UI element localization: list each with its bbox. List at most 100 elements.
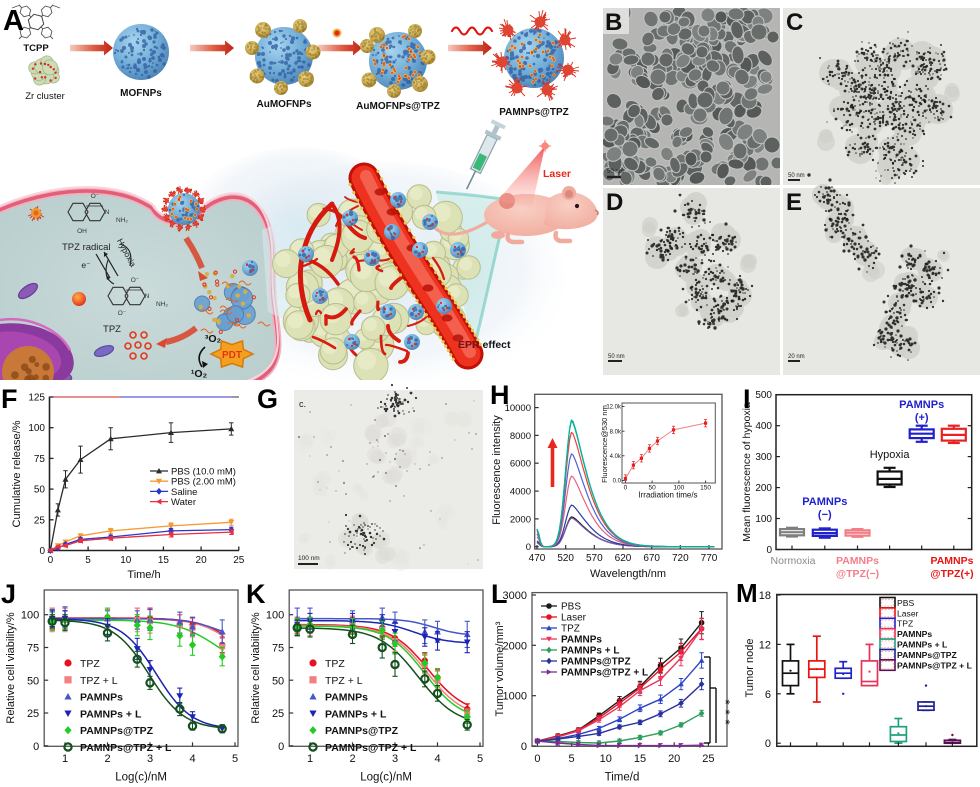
svg-text:e⁻: e⁻ bbox=[81, 260, 91, 270]
svg-text:0: 0 bbox=[39, 546, 45, 557]
svg-text:TPZ: TPZ bbox=[897, 619, 913, 629]
svg-text:PAMNPs: PAMNPs bbox=[897, 629, 932, 639]
svg-text:50: 50 bbox=[272, 675, 284, 687]
svg-text:0: 0 bbox=[534, 753, 540, 765]
svg-text:6: 6 bbox=[765, 689, 771, 701]
svg-text:PAMNPs + L: PAMNPs + L bbox=[897, 640, 947, 650]
svg-text:0: 0 bbox=[765, 738, 771, 750]
svg-text:PAMNPs: PAMNPs bbox=[561, 635, 602, 646]
svg-text:AuMOFNPs@TPZ: AuMOFNPs@TPZ bbox=[356, 101, 440, 112]
svg-text:0: 0 bbox=[521, 741, 527, 753]
svg-text:8.0k: 8.0k bbox=[610, 429, 622, 435]
svg-text:25: 25 bbox=[233, 555, 245, 566]
svg-text:20: 20 bbox=[196, 555, 208, 566]
svg-text:O⁻: O⁻ bbox=[131, 277, 140, 284]
svg-text:Normoxia: Normoxia bbox=[771, 555, 816, 567]
svg-text:500: 500 bbox=[755, 390, 772, 401]
svg-text:Time/h: Time/h bbox=[127, 569, 160, 581]
svg-text:PAMNPs@TPZ: PAMNPs@TPZ bbox=[897, 650, 957, 660]
svg-text:PAMNPs: PAMNPs bbox=[80, 692, 123, 704]
svg-text:25: 25 bbox=[272, 708, 284, 720]
svg-text:125: 125 bbox=[28, 393, 45, 404]
svg-text:PAMNPs: PAMNPs bbox=[899, 399, 944, 411]
svg-text:Log(c)/nM: Log(c)/nM bbox=[115, 772, 167, 784]
svg-text:PAMNPs@TPZ + L: PAMNPs@TPZ + L bbox=[561, 668, 648, 679]
svg-text:1000: 1000 bbox=[503, 691, 527, 703]
svg-text:Irradiation time/s: Irradiation time/s bbox=[638, 491, 697, 500]
svg-text:K: K bbox=[246, 579, 266, 609]
svg-text:2000: 2000 bbox=[510, 514, 531, 525]
svg-text:TCPP: TCPP bbox=[23, 43, 49, 54]
svg-text:PAMNPs + L: PAMNPs + L bbox=[80, 708, 142, 720]
svg-text:PAMNPs: PAMNPs bbox=[802, 496, 847, 508]
svg-text:PAMNPs: PAMNPs bbox=[931, 555, 974, 567]
svg-text:Tumor volume/mm³: Tumor volume/mm³ bbox=[494, 621, 506, 716]
svg-text:470: 470 bbox=[529, 553, 546, 564]
svg-text:PAMNPs: PAMNPs bbox=[836, 555, 879, 567]
svg-text:400: 400 bbox=[755, 421, 772, 432]
svg-text:F: F bbox=[1, 384, 18, 414]
svg-text:Relative cell viability/%: Relative cell viability/% bbox=[5, 612, 17, 723]
svg-text:2000: 2000 bbox=[503, 640, 527, 652]
svg-text:0: 0 bbox=[33, 741, 39, 753]
svg-text:0: 0 bbox=[526, 542, 531, 553]
svg-text:570: 570 bbox=[586, 553, 603, 564]
svg-text:6000: 6000 bbox=[510, 459, 531, 470]
svg-text:670: 670 bbox=[643, 553, 660, 564]
svg-text:G: G bbox=[257, 384, 278, 414]
svg-text:PAMNPs + L: PAMNPs + L bbox=[325, 708, 387, 720]
svg-text:@TPZ(−): @TPZ(−) bbox=[836, 568, 879, 580]
svg-text:4: 4 bbox=[189, 753, 195, 765]
svg-text:*: * bbox=[718, 709, 733, 714]
svg-text:PBS: PBS bbox=[897, 598, 914, 608]
svg-text:25: 25 bbox=[27, 708, 39, 720]
svg-text:300: 300 bbox=[755, 452, 772, 463]
svg-text:TPZ: TPZ bbox=[561, 624, 580, 635]
svg-text:1: 1 bbox=[307, 753, 313, 765]
svg-text:*: * bbox=[718, 719, 733, 724]
svg-text:PAMNPs@TPZ: PAMNPs@TPZ bbox=[80, 725, 154, 737]
svg-text:Cumulative release/%: Cumulative release/% bbox=[11, 420, 23, 527]
svg-text:25: 25 bbox=[34, 515, 46, 526]
svg-text:TPZ + L: TPZ + L bbox=[80, 675, 118, 687]
svg-text:75: 75 bbox=[27, 642, 39, 654]
svg-text:12: 12 bbox=[759, 639, 771, 651]
svg-text:M: M bbox=[736, 578, 758, 608]
svg-text:L: L bbox=[491, 579, 508, 609]
svg-text:Laser: Laser bbox=[897, 608, 919, 618]
svg-text:100: 100 bbox=[28, 423, 45, 434]
svg-text:770: 770 bbox=[701, 553, 718, 564]
svg-text:5: 5 bbox=[85, 555, 91, 566]
svg-text:PBS: PBS bbox=[561, 602, 581, 613]
svg-text:4: 4 bbox=[434, 753, 440, 765]
svg-text:*: * bbox=[718, 699, 733, 704]
svg-text:100: 100 bbox=[755, 514, 772, 525]
svg-text:TPZ: TPZ bbox=[103, 324, 121, 335]
svg-text:50: 50 bbox=[34, 485, 46, 496]
svg-text:8000: 8000 bbox=[510, 431, 531, 442]
svg-text:3: 3 bbox=[147, 753, 153, 765]
svg-text:200: 200 bbox=[755, 483, 772, 494]
svg-text:PAMNPs@TPZ + L: PAMNPs@TPZ + L bbox=[80, 742, 172, 754]
svg-text:O⁻: O⁻ bbox=[118, 310, 127, 317]
svg-text:TPZ: TPZ bbox=[80, 658, 100, 670]
svg-text:2: 2 bbox=[349, 753, 355, 765]
svg-text:AuMOFNPs: AuMOFNPs bbox=[257, 99, 312, 110]
svg-text:Fluorescence intensity: Fluorescence intensity bbox=[491, 415, 503, 525]
svg-text:50: 50 bbox=[27, 675, 39, 687]
svg-text:Laser: Laser bbox=[561, 613, 587, 624]
svg-text:PAMNPs@TPZ: PAMNPs@TPZ bbox=[325, 725, 399, 737]
svg-text:PAMNPs@TPZ: PAMNPs@TPZ bbox=[499, 107, 569, 118]
svg-text:5: 5 bbox=[477, 753, 483, 765]
svg-text:A: A bbox=[3, 5, 24, 37]
svg-text:5: 5 bbox=[569, 753, 575, 765]
svg-text:J: J bbox=[1, 579, 16, 609]
svg-text:0: 0 bbox=[624, 485, 628, 492]
svg-text:620: 620 bbox=[615, 553, 632, 564]
svg-text:1: 1 bbox=[62, 753, 68, 765]
svg-text:Tumor node: Tumor node bbox=[744, 639, 756, 698]
svg-text:O⁻: O⁻ bbox=[91, 193, 100, 200]
svg-text:(+): (+) bbox=[915, 412, 929, 424]
svg-text:5: 5 bbox=[232, 753, 238, 765]
svg-text:10: 10 bbox=[120, 555, 132, 566]
